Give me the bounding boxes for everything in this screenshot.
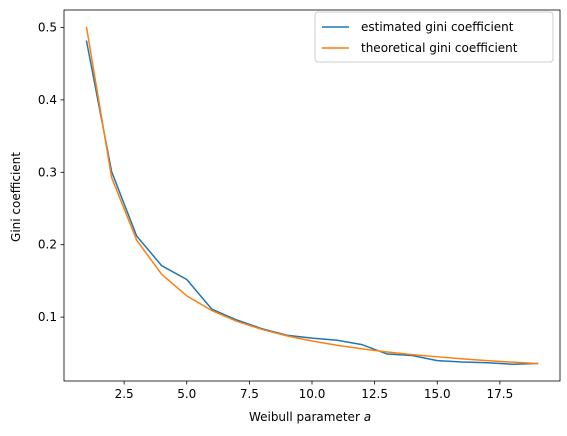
series-line-0 [85, 40, 539, 365]
legend-label-estimated: estimated gini coefficient [361, 20, 514, 34]
x-axis-label: Weibull parameter a [249, 410, 371, 424]
x-tick-label: 10.0 [299, 387, 326, 401]
y-tick-label: 0.2 [38, 238, 57, 252]
y-tick-label: 0.3 [38, 165, 57, 179]
x-tick-label: 15.0 [424, 387, 451, 401]
x-tick-label: 17.5 [487, 387, 514, 401]
axis-ticks: 2.5 5.0 7.5 10.0 12.5 15.0 17.5 0.1 0.2 0.3 0.4 0.5 [38, 20, 513, 401]
x-tick-label: 2.5 [115, 387, 134, 401]
y-tick-label: 0.4 [38, 93, 57, 107]
x-axis-label-text: Weibull parameter [249, 410, 364, 424]
x-tick-label: 5.0 [177, 387, 196, 401]
y-axis-label: Gini coefficient [9, 152, 23, 242]
y-tick-label: 0.5 [38, 20, 57, 34]
y-tick-label: 0.1 [38, 310, 57, 324]
x-tick-label: 7.5 [240, 387, 259, 401]
legend: estimated gini coefficient theoretical g… [314, 11, 554, 63]
x-tick-label: 12.5 [361, 387, 388, 401]
legend-label-theoretical: theoretical gini coefficient [361, 41, 518, 55]
series-line-1 [85, 26, 539, 365]
legend-box [314, 11, 554, 63]
x-axis-label-variable: a [364, 410, 371, 424]
